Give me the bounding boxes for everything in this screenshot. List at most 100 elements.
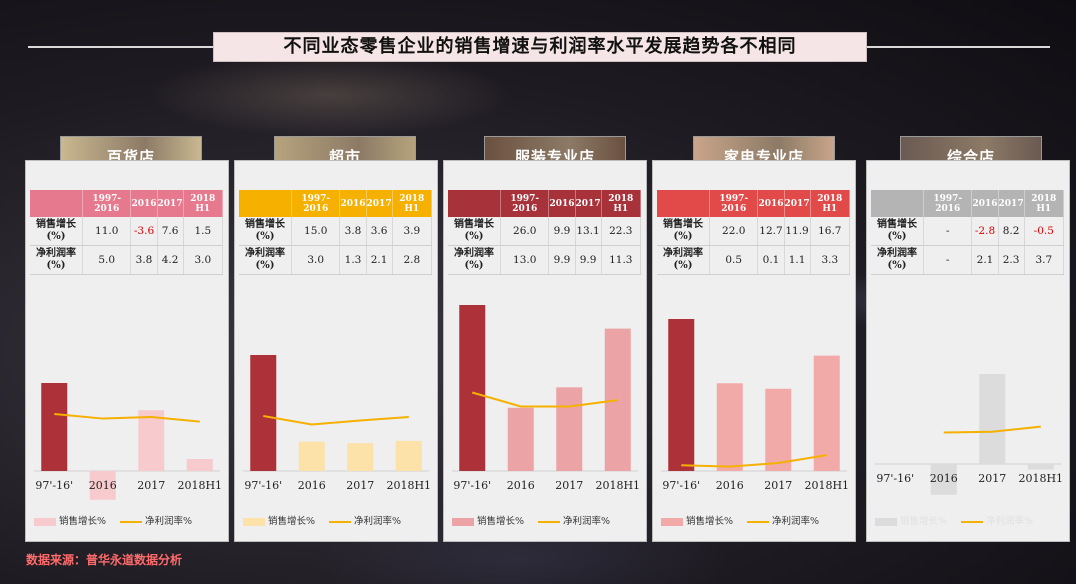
- table-header: 2017: [784, 190, 811, 217]
- table-row: 销售增长(%) - -2.8 8.2 -0.5: [871, 217, 1065, 246]
- row-label: 销售增长(%): [448, 217, 501, 246]
- bar-sales-0: [250, 355, 277, 471]
- table-cell: 2.3: [998, 245, 1025, 275]
- table-header: 1997-2016: [923, 190, 973, 217]
- x-tick-label: 97'-16': [453, 479, 491, 492]
- legend-swatch-sales: [34, 517, 56, 526]
- data-table: 1997-2016 2016 2017 2018 H1 销售增长(%) 22.0 12.7 1…: [657, 190, 851, 275]
- legend-label-sales: 销售增长%: [268, 516, 316, 527]
- legend-swatch-sales: [243, 517, 265, 526]
- table-cell: -2.8: [971, 217, 999, 246]
- data-table: 1997-2016 2016 2017 2018 H1 销售增长(%) 26.0 9.9 13…: [448, 190, 642, 275]
- table-header: 1997-2016: [291, 190, 341, 217]
- line-profit: [54, 413, 200, 423]
- table-header: 2018 H1: [601, 190, 642, 217]
- table-header: 2016: [757, 190, 785, 217]
- table-header: 2018 H1: [810, 190, 851, 217]
- legend-swatch-sales: [661, 517, 683, 526]
- table-cell: 3.7: [1024, 245, 1065, 275]
- table-row: 净利润率(%) 0.5 0.1 1.1 3.3: [657, 245, 851, 275]
- bar-sales-0: [668, 319, 695, 471]
- bar-sales-3: [813, 355, 840, 471]
- bar-sales-0: [41, 383, 68, 471]
- bar-sales-3: [186, 459, 213, 471]
- legend-swatch-profit: [747, 520, 770, 523]
- table-header: 2016: [130, 190, 158, 217]
- table-row: 净利润率(%) 5.0 3.8 4.2 3.0: [30, 245, 224, 275]
- table-corner: [871, 190, 924, 217]
- title-rule-left: [28, 46, 214, 48]
- table-header: 2017: [575, 190, 602, 217]
- x-tick-label: 2018H1: [1018, 472, 1063, 485]
- x-tick-label: 2017: [764, 479, 792, 492]
- legend-swatch-sales: [875, 517, 897, 526]
- row-label: 净利润率(%): [239, 245, 292, 275]
- title-rule-right: [865, 46, 1050, 48]
- data-table: 1997-2016 2016 2017 2018 H1 销售增长(%) 15.0 3.8 3.…: [239, 190, 433, 275]
- row-label: 净利润率(%): [657, 245, 710, 275]
- bar-sales-0: [459, 305, 486, 471]
- legend-label-profit: 净利润率%: [563, 516, 611, 527]
- row-label: 净利润率(%): [30, 245, 83, 275]
- x-tick-label: 97'-16': [244, 479, 282, 492]
- table-corner: [30, 190, 83, 217]
- x-tick-label: 2018H1: [595, 479, 640, 492]
- table-header: 1997-2016: [500, 190, 550, 217]
- x-tick-label: 2016: [89, 479, 117, 492]
- table-cell: 0.5: [709, 245, 759, 275]
- x-tick-label: 2018H1: [177, 479, 222, 492]
- chart-1: 97'-16' 2016 2017 2018H1: [34, 383, 222, 500]
- table-cell: 9.9: [548, 217, 576, 246]
- line-profit: [943, 425, 1041, 434]
- x-tick-label: 97'-16': [876, 472, 914, 485]
- chart-legend: 销售增长% 净利润率%: [34, 513, 224, 527]
- table-cell: 26.0: [500, 217, 550, 246]
- legend-label-sales: 销售增长%: [900, 516, 948, 527]
- legend-label-profit: 净利润率%: [986, 516, 1034, 527]
- x-tick-label: 97'-16': [35, 479, 73, 492]
- table-header: 1997-2016: [709, 190, 759, 217]
- chart-5: 97'-16' 2016 2017 2018H1: [875, 374, 1063, 495]
- data-table: 1997-2016 2016 2017 2018 H1 销售增长(%) - -2.8 8.2-…: [871, 190, 1065, 275]
- table-cell: 13.1: [575, 217, 602, 246]
- data-source-note: 数据来源：普华永道数据分析: [26, 553, 183, 567]
- table-cell: 0.1: [757, 245, 785, 275]
- table-cell: 3.3: [810, 245, 851, 275]
- page-title: 不同业态零售企业的销售增速与利润率水平发展趋势各不相同: [213, 32, 867, 62]
- table-cell: 15.0: [291, 217, 341, 246]
- table-cell: 3.9: [392, 217, 433, 246]
- table-cell: 11.3: [601, 245, 642, 275]
- table-row: 净利润率(%) -2.1 2.3 3.7: [871, 245, 1065, 275]
- legend-swatch-profit: [961, 520, 984, 523]
- bar-sales-2: [979, 374, 1006, 464]
- legend-label-profit: 净利润率%: [145, 516, 193, 527]
- panel-5: 1997-2016 2016 2017 2018 H1 销售增长(%) - -2.8 8.2-…: [866, 160, 1070, 542]
- table-cell: -: [923, 217, 973, 246]
- table-row: 销售增长(%) 11.0 -3.6 7.6 1.5: [30, 217, 224, 246]
- bar-sales-1: [507, 407, 534, 471]
- table-cell: -0.5: [1024, 217, 1065, 246]
- bar-sales-2: [138, 410, 165, 471]
- table-cell: 22.3: [601, 217, 642, 246]
- row-label: 销售增长(%): [30, 217, 83, 246]
- table-cell: 2.1: [971, 245, 999, 275]
- table-cell: 11.0: [82, 217, 132, 246]
- x-tick-label: 2018H1: [386, 479, 431, 492]
- table-cell: 9.9: [575, 245, 602, 275]
- legend-swatch-sales: [452, 517, 474, 526]
- data-table: 1997-2016 2016 2017 2018 H1 销售增长(%) 11.0 -3.6 7…: [30, 190, 224, 275]
- table-cell: 5.0: [82, 245, 132, 275]
- line-profit: [471, 391, 618, 408]
- table-header: 2017: [998, 190, 1025, 217]
- table-cell: 3.0: [183, 245, 224, 275]
- chart-legend: 销售增长% 净利润率%: [452, 513, 642, 527]
- bar-sales-1: [930, 464, 957, 495]
- table-cell: 22.0: [709, 217, 759, 246]
- x-tick-label: 2016: [930, 472, 958, 485]
- table-header: 2018 H1: [392, 190, 433, 217]
- table-header: 2017: [366, 190, 393, 217]
- chart-4: 97'-16' 2016 2017 2018H1: [661, 319, 849, 492]
- row-label: 净利润率(%): [871, 245, 924, 275]
- panel-4: 1997-2016 2016 2017 2018 H1 销售增长(%) 22.0 12.7 1…: [652, 160, 856, 542]
- row-label: 销售增长(%): [871, 217, 924, 246]
